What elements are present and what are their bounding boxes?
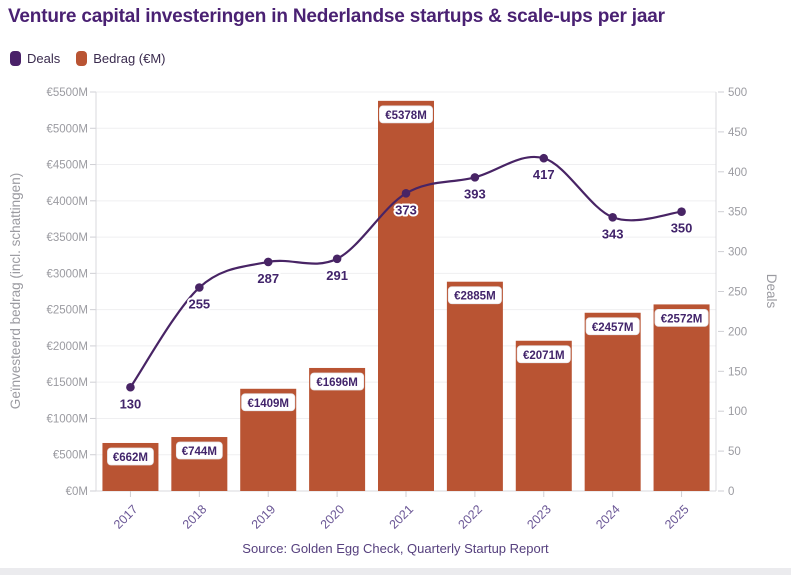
line-point-2021 [401,189,411,198]
line-point-label: 417 [533,167,555,182]
right-axis-tick-label: 400 [728,167,747,179]
chart-title: Venture capital investeringen in Nederla… [8,6,665,27]
bar-value-label: €2885M [454,291,496,303]
bar-value-pill [310,372,365,391]
left-axis-tick-label: €1000M [46,413,88,425]
left-axis-tick-label: €500M [53,450,88,462]
right-axis-tick-label: 100 [728,406,747,418]
line-point-label: 291 [326,268,348,283]
bar-value-label: €2071M [523,350,565,362]
left-axis-tick-label: €3000M [46,268,88,280]
bar-2021 [378,100,434,491]
bar-value-pill [379,105,433,124]
line-point-2024 [608,212,617,222]
left-axis-tick-label: €5000M [46,123,88,135]
legend-item-deals[interactable]: Deals [10,51,60,66]
source-attribution: Source: Golden Egg Check, Quarterly Star… [242,541,549,556]
left-axis-tick-label: €4000M [46,196,88,208]
line-point-label: 343 [602,226,624,241]
right-axis-tick-label: 500 [728,87,747,99]
right-axis-tick-label: 0 [728,486,734,498]
line-point-2022 [470,173,480,182]
bar-value-pill [447,286,502,305]
x-axis-year-label: 2018 [180,502,210,532]
bar-value-label: €1409M [247,398,289,410]
right-axis-tick-label: 350 [728,207,747,219]
left-axis-tick-label: €2000M [46,341,88,353]
line-point-label: 393 [464,186,486,201]
line-point-2023 [539,153,549,163]
footer-strip [0,568,791,575]
line-point-label: 130 [120,396,142,411]
x-axis-year-label: 2019 [249,502,279,532]
right-axis-tick-label: 50 [728,446,741,458]
bar-value-label: €662M [113,452,148,464]
right-axis-tick-label: 450 [728,127,747,139]
right-axis-tick-label: 250 [728,287,747,299]
right-axis-tick-label: 200 [728,326,747,338]
line-point-2019 [263,257,273,267]
line-point-label: 373 [395,202,417,217]
line-point-2018 [195,283,204,292]
bar-value-pill [654,309,709,327]
bar-value-pill [585,317,640,336]
bar-value-pill [516,345,571,364]
x-axis-year-label: 2024 [593,502,623,532]
x-axis-year-label: 2022 [455,502,485,532]
x-axis-year-label: 2020 [318,502,348,532]
right-axis-title: Deals [764,274,779,309]
legend: Deals Bedrag (€M) [10,51,166,66]
bar-2024 [584,312,641,491]
x-axis-year-label: 2021 [387,502,417,532]
bedrag-series-marker-icon [76,51,88,66]
bar-2022 [446,281,503,491]
bar-value-label: €2572M [661,313,703,325]
line-point-2017 [126,382,135,392]
bar-value-label: €2457M [592,322,634,334]
right-axis-tick-label: 150 [728,366,747,378]
legend-label-bedrag: Bedrag (€M) [93,51,166,66]
bar-value-pill [241,393,296,412]
bar-value-label: €1696M [316,377,358,389]
x-axis-year-label: 2025 [662,502,692,532]
left-axis-tick-label: €5500M [46,87,88,99]
bar-2023 [515,340,572,491]
left-axis-tick-label: €1500M [46,377,88,389]
legend-item-bedrag[interactable]: Bedrag (€M) [76,51,166,66]
line-point-label: 255 [188,297,210,312]
right-axis-tick-label: 300 [728,247,747,259]
bar-value-pill [175,441,223,460]
bar-value-label: €5378M [385,110,427,122]
line-point-2020 [332,254,342,264]
x-axis-year-label: 2023 [524,502,554,532]
legend-label-deals: Deals [27,51,61,66]
line-point-label: 287 [257,271,279,286]
left-axis-title: Geïnvesteerd bedrag (incl. schattingen) [8,173,23,409]
line-point-label: 350 [671,221,693,236]
bar-value-label: €744M [182,446,217,458]
x-axis-year-label: 2017 [111,502,141,532]
bar-value-pill [107,447,154,466]
left-axis-tick-label: €0M [66,486,88,498]
left-axis-tick-label: €4500M [46,160,88,172]
left-axis-tick-label: €3500M [46,232,88,244]
bar-2025 [653,304,710,491]
line-point-2025 [677,207,686,216]
deals-series-marker-icon [10,51,21,66]
left-axis-tick-label: €2500M [46,305,88,317]
